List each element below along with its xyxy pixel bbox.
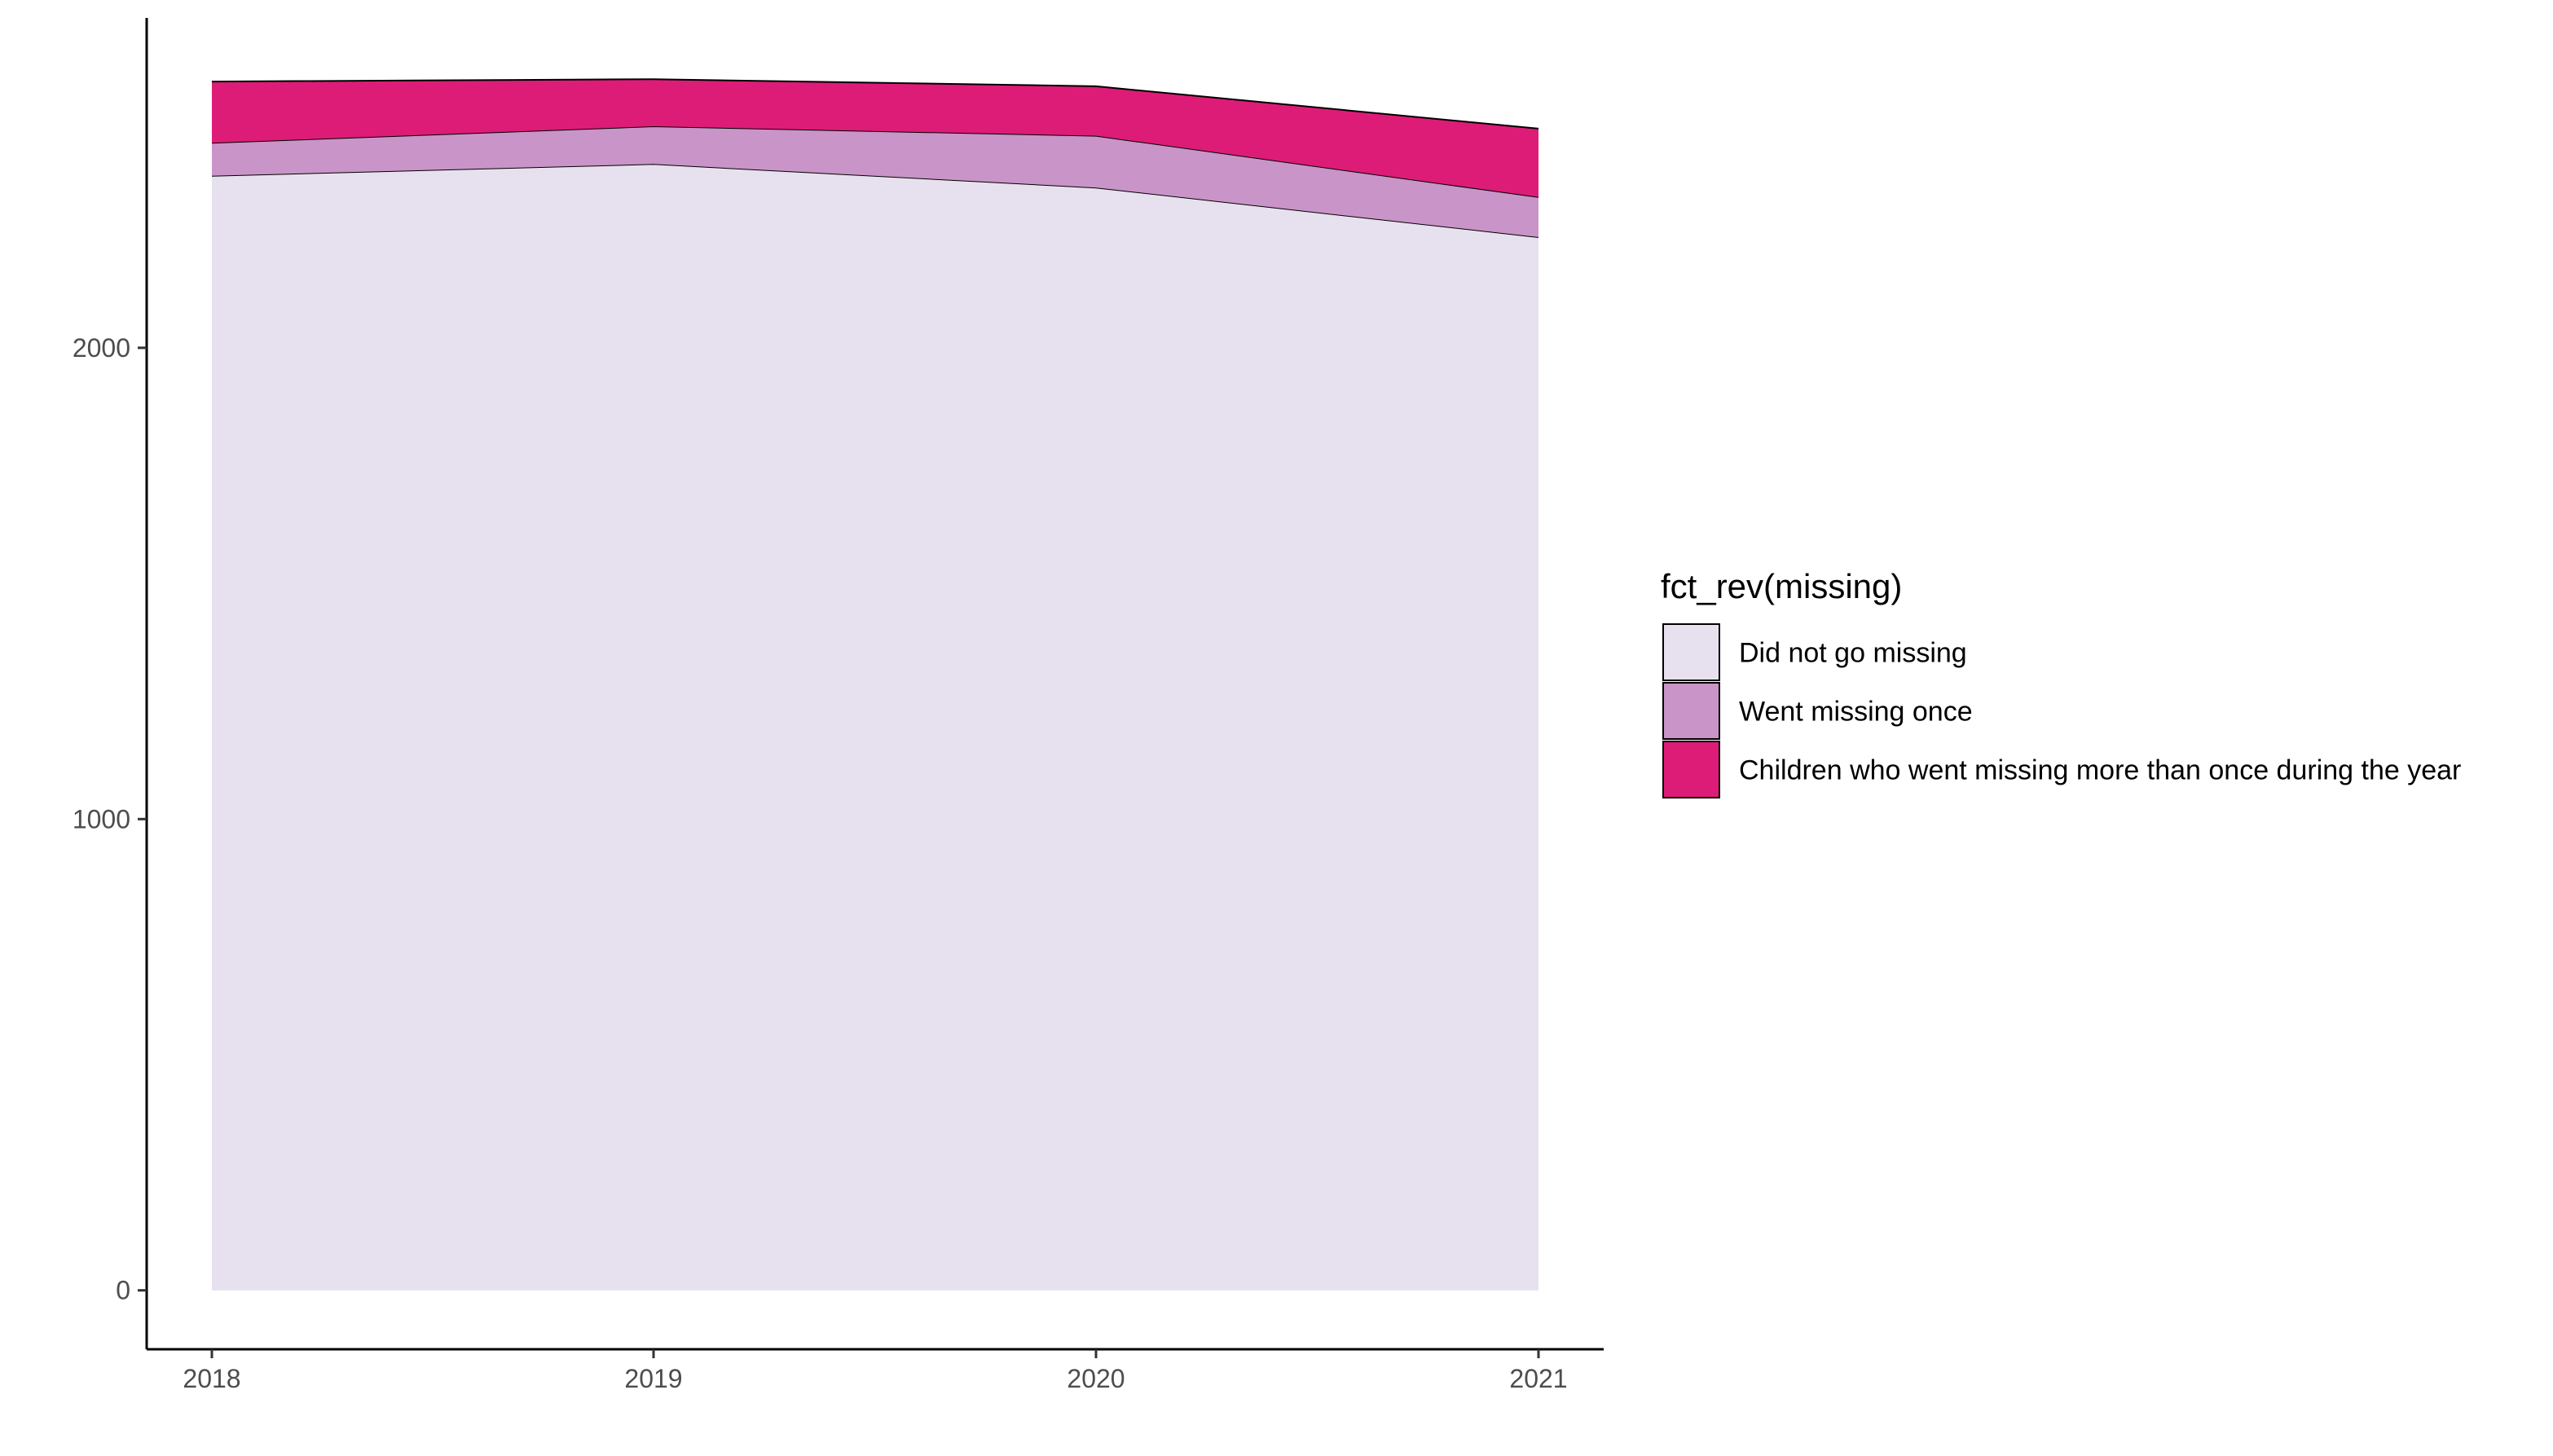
legend-title: fct_rev(missing) — [1661, 567, 1902, 605]
legend-key-1 — [1662, 623, 1720, 681]
x-tick-label: 2020 — [1067, 1364, 1125, 1393]
area-2-outline — [211, 125, 1539, 198]
area-1 — [212, 164, 1538, 1291]
x-tick-label: 2019 — [624, 1364, 682, 1393]
area-3-outline — [211, 78, 1539, 130]
y-tick-label: 2000 — [73, 333, 130, 363]
legend-label-1: Did not go missing — [1739, 638, 1967, 669]
x-axis: 2018 2019 2020 2021 — [147, 1348, 1604, 1393]
legend-label-3: Children who went missing more than once… — [1739, 755, 2461, 786]
area-3 — [212, 79, 1538, 197]
legend-items: Did not go missing Went missing once Child… — [1662, 623, 2461, 798]
area-2 — [212, 126, 1538, 237]
legend-label-2: Went missing once — [1739, 697, 1973, 728]
x-tick-label: 2021 — [1509, 1364, 1567, 1393]
legend-key-2 — [1662, 682, 1720, 740]
x-tick-label: 2018 — [183, 1364, 240, 1393]
legend: fct_rev(missing) Did not go missing Went … — [1661, 567, 2461, 798]
y-tick-label: 1000 — [73, 804, 130, 834]
y-tick-label: 0 — [116, 1276, 130, 1305]
legend-key-3 — [1662, 741, 1720, 798]
y-axis: 0 1000 2000 — [73, 18, 148, 1349]
chart-areas — [211, 78, 1539, 1291]
